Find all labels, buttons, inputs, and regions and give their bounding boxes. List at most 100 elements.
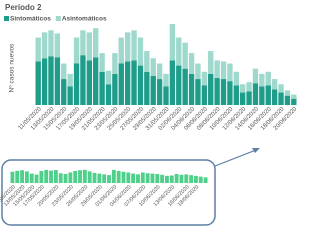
bar [193,175,198,183]
bar-segment [144,51,150,72]
bar-segment [73,63,80,105]
bar-segment [252,83,259,105]
bar-segment [195,63,201,80]
bar [160,174,165,183]
legend-swatch [55,16,61,21]
bar [203,177,208,183]
bar [49,170,53,183]
bar-segment [163,73,169,87]
bar-segment [195,79,201,105]
bar [150,173,155,183]
bar-segment [291,98,297,105]
bar [53,170,58,183]
bar [121,171,126,183]
bar [131,173,136,183]
bar-segment [131,30,137,61]
bar-segment [137,65,144,105]
bar [78,170,82,183]
bar [189,175,194,183]
bar-segment [67,73,73,87]
bar [184,174,189,183]
bar [102,174,107,183]
bar-segment [35,37,41,62]
bar-segment [48,56,54,105]
bar [20,170,25,183]
bar [111,169,116,183]
bar-segment [131,60,137,105]
bar [15,170,20,183]
bar-segment [156,63,163,80]
bar-segment [124,61,131,105]
bar [145,173,150,183]
bar-segment [182,68,188,105]
bar [39,171,44,183]
bar-segment [156,79,163,105]
bar-segment [93,28,99,58]
bar [174,174,179,183]
bar-segment [284,95,291,105]
bar-segment [61,63,67,80]
bar [63,174,68,183]
bar-segment [105,84,112,105]
bar [179,174,184,183]
bar-segment [291,94,297,99]
bar [68,172,73,183]
bar-segment [124,32,131,62]
bar-segment [220,61,227,80]
bar [92,172,97,183]
bar-segment [67,86,73,105]
inset-frame [1,159,216,226]
bar-segment [201,71,208,86]
bar-segment [271,89,278,105]
bar [10,171,15,183]
bar-segment [278,92,284,105]
bar-segment [246,82,252,92]
bar [29,173,34,183]
bar [136,174,140,183]
bar-segment [169,24,176,61]
bar-segment [41,32,48,59]
bar-segment [73,37,80,64]
bar [73,171,78,183]
bar-segment [144,71,150,105]
bar-segment [227,63,233,82]
bar-segment [265,85,271,105]
bar-segment [48,30,54,57]
bar-segment [54,57,61,105]
bar-segment [233,85,239,105]
bar-segment [284,90,291,96]
bar [34,174,39,183]
bar [155,174,160,183]
bar-segment [169,60,176,105]
bar-segment [239,92,246,105]
bar-segment [86,60,93,105]
bar-segment [246,91,252,105]
bar-segment [227,81,233,105]
bar-segment [208,51,214,74]
bar [82,169,87,183]
bar [87,171,92,183]
bar-segment [99,71,105,105]
bar [107,175,111,183]
bar-segment [271,79,278,90]
bar-segment [182,42,188,69]
bar-segment [61,79,67,105]
bar-segment [176,37,182,66]
bar [165,175,169,183]
chart: Período 2 Nº casos nuevos 11/05/202013/0… [0,3,299,226]
bar-segment [105,70,112,85]
bar-segment [208,73,214,105]
bar-segment [265,71,271,86]
bar-segment [86,32,93,61]
bar-segment [201,85,208,105]
bar-segment [214,60,220,79]
bar [58,173,63,183]
inset-arrow [214,149,257,167]
bar-segment [54,33,61,58]
bar-segment [259,86,265,105]
bar-segment [99,53,105,72]
bar-segment [214,78,220,105]
bar-segment [176,65,182,105]
bar-segment [118,37,124,64]
page: Período 2 Nº casos nuevos 11/05/2020 13/0… [0,3,299,226]
